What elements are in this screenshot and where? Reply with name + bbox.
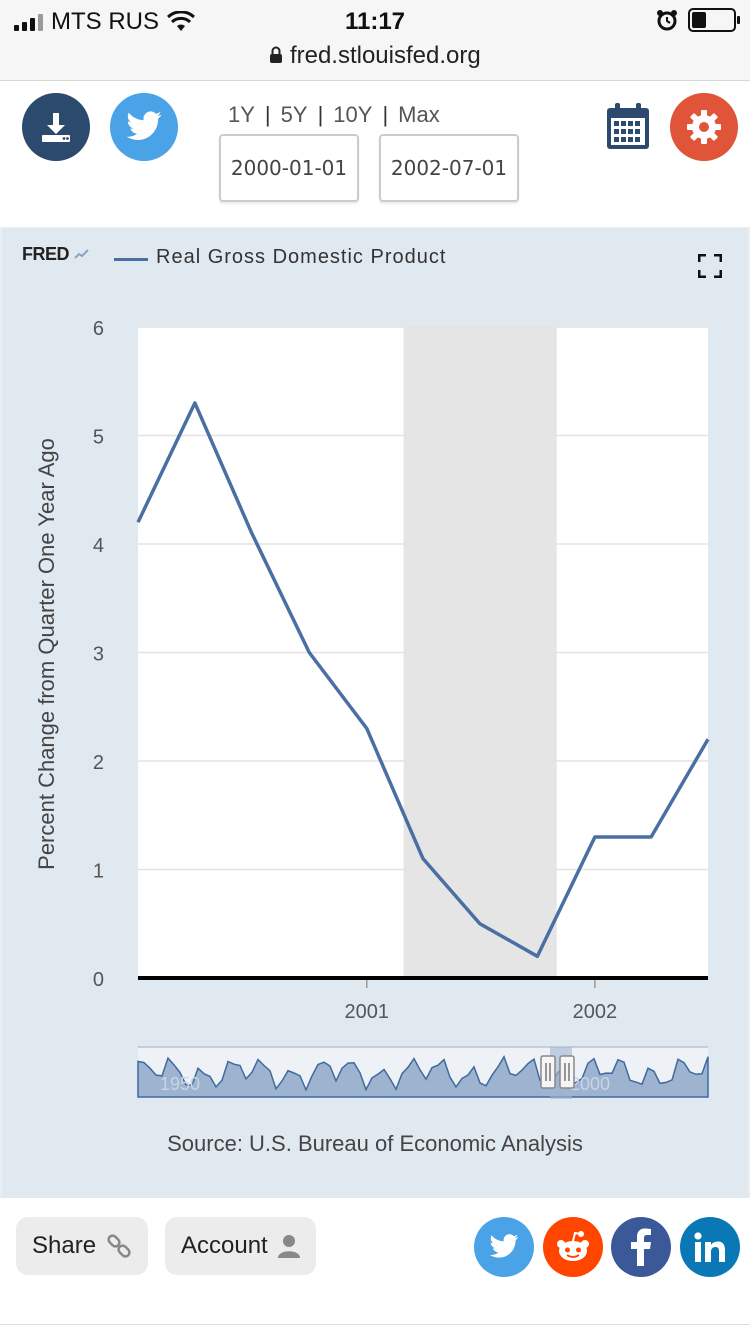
- fullscreen-icon[interactable]: [697, 253, 723, 283]
- fred-logo-graph-icon: [73, 249, 89, 259]
- download-icon: [42, 113, 70, 142]
- calendar-icon: [607, 103, 649, 149]
- twitter-icon: [126, 111, 162, 140]
- range-links: 1Y | 5Y | 10Y | Max: [228, 102, 528, 128]
- facebook-icon: [631, 1228, 651, 1266]
- url-text: fred.stlouisfed.org: [289, 42, 481, 69]
- range-separator: |: [264, 102, 271, 127]
- clock: 11:17: [344, 8, 406, 35]
- battery-icon: [688, 8, 740, 32]
- chart-panel: [2, 228, 748, 1198]
- linkedin-icon: [694, 1232, 725, 1262]
- download-button[interactable]: [22, 93, 90, 161]
- carrier-group: MTS RUS: [14, 8, 195, 36]
- range-separator: |: [382, 102, 389, 127]
- share-linkedin-button[interactable]: [680, 1217, 740, 1277]
- range-separator: |: [317, 102, 324, 127]
- settings-button[interactable]: [670, 93, 738, 161]
- share-reddit-button[interactable]: [543, 1217, 603, 1277]
- link-icon: [107, 1234, 131, 1258]
- reddit-icon: [557, 1231, 589, 1261]
- legend-label: Real Gross Domestic Product: [156, 246, 447, 268]
- range-10y[interactable]: 10Y: [333, 102, 373, 127]
- status-bar: MTS RUS 11:17 fred.stlouisfed.org: [0, 0, 750, 81]
- fred-logo-text: FRED: [22, 244, 70, 264]
- y-axis-label: Percent Change from Quarter One Year Ago: [34, 438, 59, 870]
- carrier-name: MTS RUS: [51, 8, 159, 35]
- source-note: Source: U.S. Bureau of Economic Analysis: [167, 1131, 583, 1156]
- range-5y[interactable]: 5Y: [280, 102, 308, 127]
- legend-line-swatch: [114, 258, 148, 261]
- range-max[interactable]: Max: [398, 102, 440, 127]
- range-1y[interactable]: 1Y: [228, 102, 255, 127]
- user-icon: [277, 1235, 300, 1258]
- alarm-icon: [657, 10, 677, 31]
- account-button[interactable]: Account: [165, 1217, 316, 1275]
- twitter-share-button[interactable]: [110, 93, 178, 161]
- share-button[interactable]: Share: [16, 1217, 149, 1275]
- lock-icon: [270, 46, 283, 63]
- end-date-input[interactable]: 2002-07-01: [379, 134, 519, 202]
- share-facebook-button[interactable]: [611, 1217, 671, 1277]
- start-date-input[interactable]: 2000-01-01: [219, 134, 359, 202]
- wifi-icon: [167, 11, 195, 31]
- account-label: Account: [181, 1232, 268, 1259]
- fred-logo: FRED: [22, 244, 90, 265]
- bottom-divider: [0, 1324, 750, 1335]
- status-right: [656, 8, 740, 32]
- gear-icon: [687, 110, 721, 144]
- twitter-icon: [489, 1234, 519, 1258]
- calendar-button[interactable]: [604, 102, 652, 152]
- share-twitter-button[interactable]: [474, 1217, 534, 1277]
- signal-icon: [14, 13, 43, 31]
- address-bar[interactable]: fred.stlouisfed.org: [0, 42, 750, 70]
- share-label: Share: [32, 1232, 97, 1259]
